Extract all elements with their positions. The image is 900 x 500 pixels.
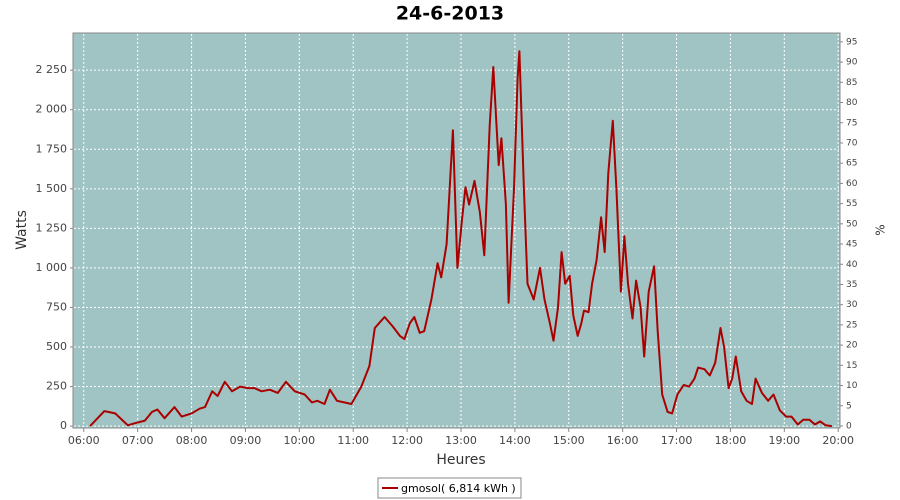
x-tick-label: 10:00 — [283, 434, 315, 447]
y2-tick-label: 85 — [846, 78, 857, 88]
y2-tick-label: 35 — [846, 280, 857, 290]
y-tick-label: 1 500 — [36, 182, 68, 195]
y-tick-label: 1 750 — [36, 142, 68, 155]
x-tick-label: 08:00 — [176, 434, 208, 447]
y2-tick-label: 80 — [846, 98, 858, 108]
y2-tick-label: 15 — [846, 361, 857, 371]
x-tick-label: 09:00 — [230, 434, 262, 447]
y2-tick-label: 10 — [846, 381, 858, 391]
legend-label: gmosol( 6,814 kWh ) — [401, 482, 516, 495]
x-tick-label: 15:00 — [553, 434, 585, 447]
x-tick-label: 14:00 — [499, 434, 531, 447]
y2-tick-label: 65 — [846, 159, 857, 169]
y2-tick-label: 5 — [846, 401, 852, 411]
chart-title: 24-6-2013 — [396, 3, 504, 25]
x-tick-label: 12:00 — [391, 434, 423, 447]
y2-tick-label: 95 — [846, 37, 857, 47]
y-tick-label: 1 000 — [36, 261, 68, 274]
y-tick-label: 1 250 — [36, 221, 68, 234]
y-tick-label: 250 — [46, 380, 67, 393]
x-axis-label: Heures — [436, 452, 485, 468]
x-tick-label: 11:00 — [337, 434, 369, 447]
y2-tick-label: 90 — [846, 58, 858, 68]
x-tick-label: 17:00 — [661, 434, 693, 447]
y-tick-label: 2 250 — [36, 63, 68, 76]
x-tick-label: 07:00 — [122, 434, 154, 447]
y2-tick-label: 50 — [846, 219, 858, 229]
y2-tick-label: 60 — [846, 179, 858, 189]
y-tick-label: 500 — [46, 340, 67, 353]
x-tick-label: 16:00 — [607, 434, 639, 447]
y2-tick-label: 30 — [846, 300, 858, 310]
legend — [377, 477, 522, 499]
y2-tick-label: 70 — [846, 138, 858, 148]
y2-tick-label: 40 — [846, 260, 858, 270]
x-tick-label: 13:00 — [445, 434, 477, 447]
y2-tick-label: 75 — [846, 118, 857, 128]
x-tick-label: 19:00 — [768, 434, 800, 447]
y-axis-label: Watts — [14, 210, 30, 250]
x-tick-label: 06:00 — [68, 434, 100, 447]
data-line — [89, 50, 833, 428]
y-tick-label: 0 — [60, 419, 67, 432]
x-tick-label: 20:00 — [822, 434, 854, 447]
y2-tick-label: 20 — [846, 341, 858, 351]
x-tick-label: 18:00 — [715, 434, 747, 447]
y2-tick-label: 55 — [846, 199, 857, 209]
y2-tick-label: 45 — [846, 240, 857, 250]
y2-tick-label: 25 — [846, 320, 857, 330]
y2-tick-label: 0 — [846, 421, 852, 431]
y2-axis-label: % — [874, 224, 888, 235]
y-tick-label: 2 000 — [36, 103, 68, 116]
y-tick-label: 750 — [46, 300, 67, 313]
